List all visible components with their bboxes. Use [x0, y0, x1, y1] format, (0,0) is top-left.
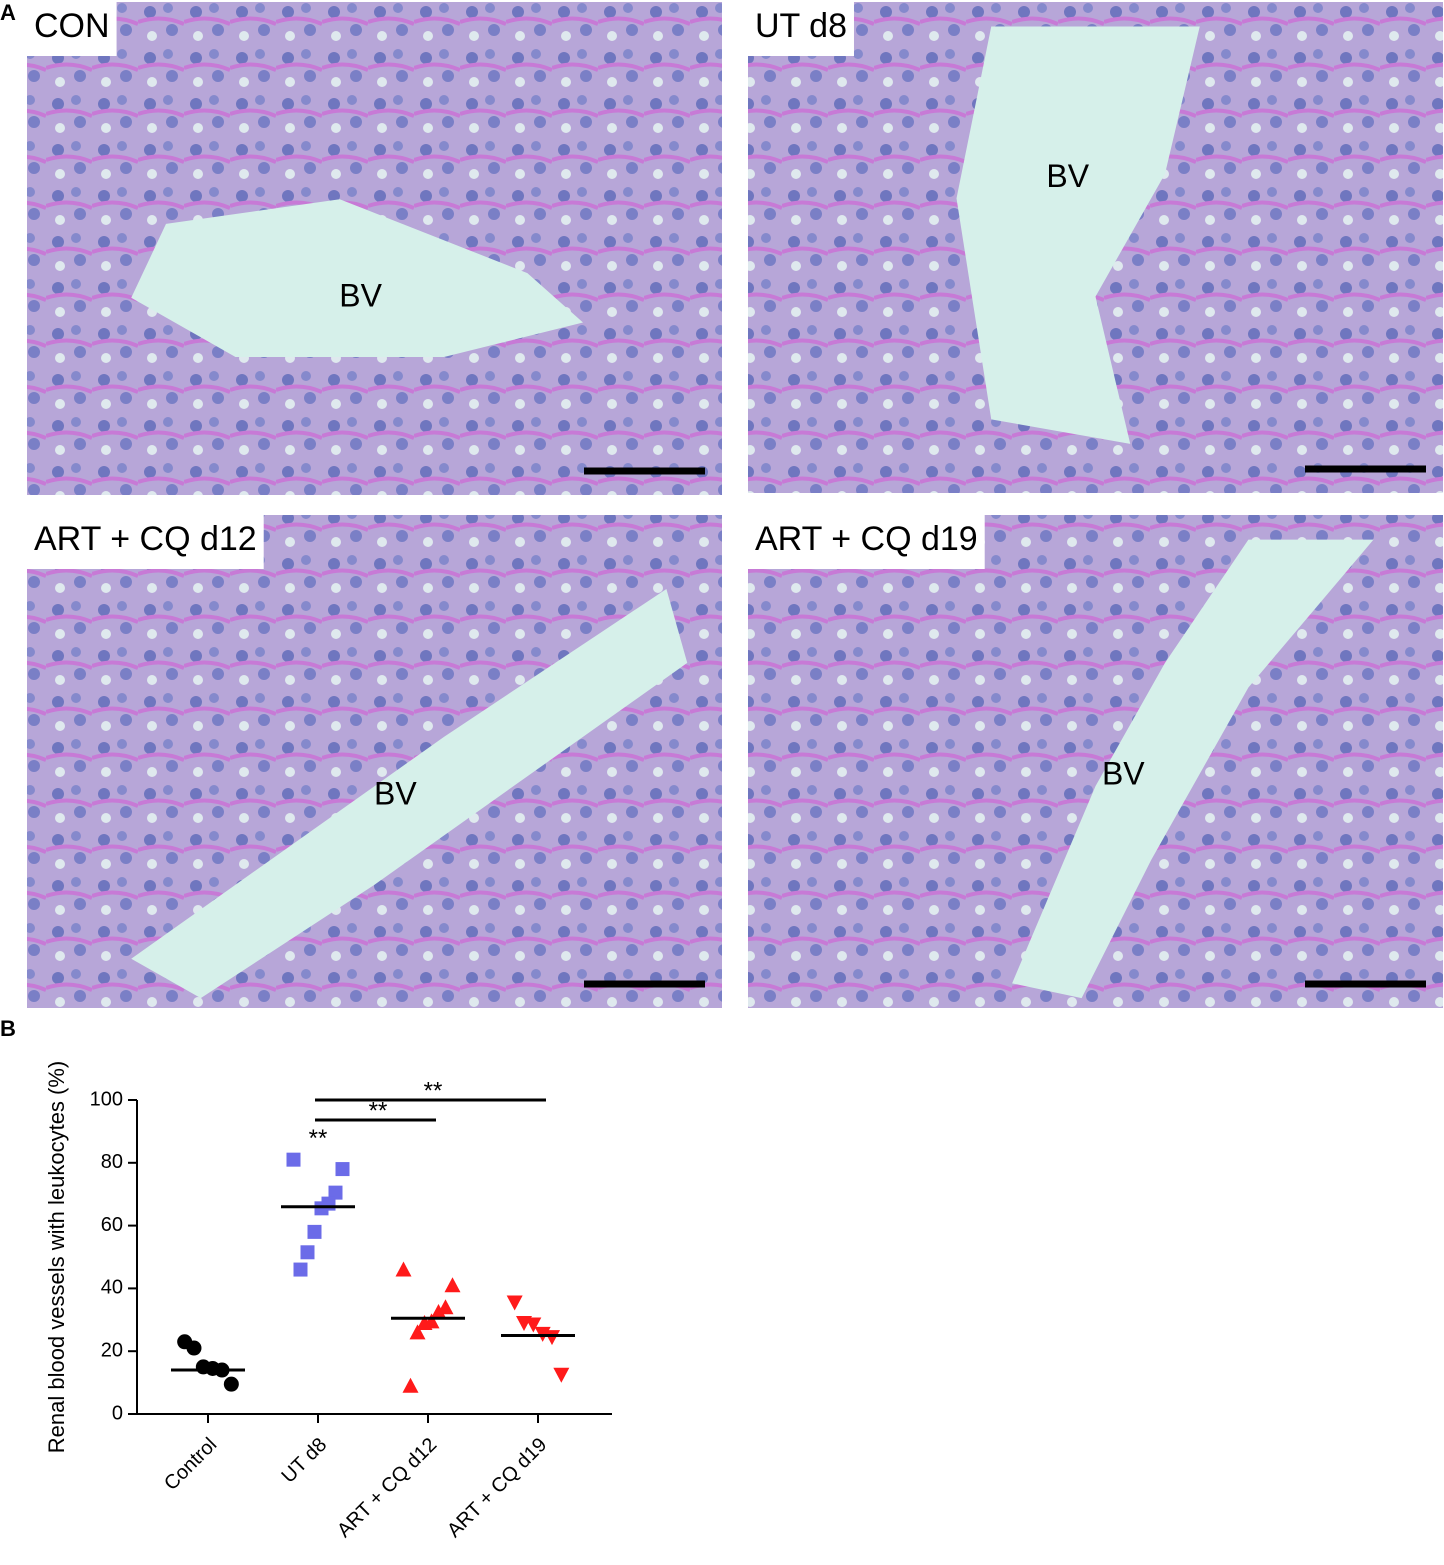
data-point — [328, 1185, 343, 1200]
y-tick-label: 20 — [101, 1339, 123, 1361]
data-point — [506, 1295, 523, 1311]
data-point — [395, 1261, 412, 1277]
vessel-lumen — [956, 26, 1200, 444]
significance: ** — [309, 1125, 328, 1152]
region-label: BV — [1102, 756, 1145, 792]
data-point — [430, 1303, 447, 1319]
x-tick-label: ART + CQ d12 — [333, 1434, 441, 1542]
y-tick-label: 80 — [101, 1151, 123, 1173]
vessel-lumen — [131, 588, 688, 999]
y-tick-label: 60 — [101, 1214, 123, 1236]
image-label: CON — [34, 7, 110, 45]
vessel-lumen — [131, 199, 583, 357]
data-point — [402, 1377, 419, 1393]
label-background — [748, 515, 985, 569]
data-point — [300, 1245, 315, 1260]
y-axis-label: Renal blood vessels with leukocytes (%) — [44, 1061, 69, 1454]
y-tick-label: 100 — [90, 1088, 123, 1110]
data-point — [525, 1317, 542, 1333]
x-tick-label: UT d8 — [277, 1434, 331, 1488]
micrograph — [27, 515, 722, 1008]
vessel-lumen — [1012, 539, 1374, 999]
data-point — [307, 1224, 322, 1239]
panel-label: A — [0, 0, 16, 25]
region-label: BV — [374, 775, 417, 811]
data-point — [544, 1330, 560, 1346]
data-point — [416, 1314, 433, 1330]
label-background — [748, 2, 854, 56]
region-label: BV — [1046, 158, 1089, 194]
data-point — [293, 1262, 308, 1277]
data-point — [335, 1162, 350, 1177]
y-tick-label: 40 — [101, 1277, 123, 1299]
y-tick-label: 0 — [112, 1402, 123, 1424]
label-background — [27, 515, 264, 569]
data-point — [186, 1340, 202, 1356]
data-point — [409, 1324, 426, 1340]
data-point — [444, 1277, 461, 1293]
x-tick-label: ART + CQ d19 — [443, 1434, 551, 1542]
data-point — [314, 1201, 329, 1216]
image-label: ART + CQ d19 — [755, 520, 978, 558]
image-label: ART + CQ d12 — [34, 520, 257, 558]
data-point — [286, 1152, 301, 1167]
data-point — [223, 1376, 239, 1392]
significance: ** — [424, 1077, 443, 1104]
significance: ** — [369, 1097, 388, 1124]
region-label: BV — [339, 277, 382, 313]
label-background — [27, 2, 117, 56]
data-point — [553, 1367, 570, 1383]
panel-label: B — [0, 1016, 16, 1041]
x-tick-label: Control — [160, 1434, 221, 1495]
image-label: UT d8 — [755, 7, 847, 45]
